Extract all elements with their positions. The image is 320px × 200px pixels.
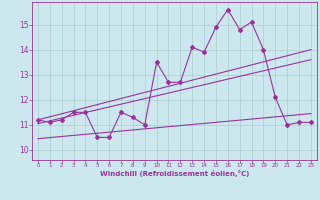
X-axis label: Windchill (Refroidissement éolien,°C): Windchill (Refroidissement éolien,°C) xyxy=(100,170,249,177)
